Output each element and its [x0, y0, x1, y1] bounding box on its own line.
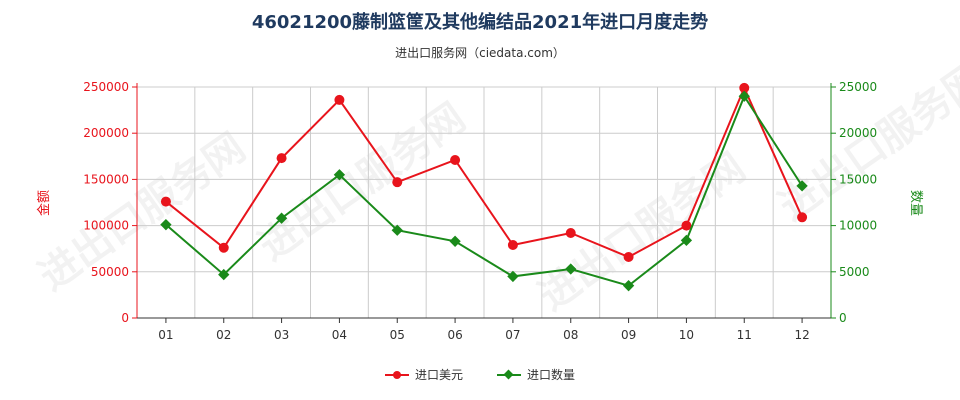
- x-tick-label: 03: [274, 328, 289, 342]
- data-point-quantity: [160, 219, 172, 231]
- data-point-amount: [160, 196, 171, 207]
- data-point-amount: [681, 220, 692, 231]
- y-left-tick-label: 250000: [83, 80, 129, 94]
- y-right-tick-label: 0: [839, 311, 847, 325]
- chart-subtitle: 进出口服务网（ciedata.com）: [395, 46, 565, 60]
- x-tick-label: 07: [505, 328, 520, 342]
- data-point-quantity: [275, 212, 288, 224]
- x-tick-label: 09: [621, 328, 636, 342]
- data-point-amount: [450, 154, 461, 165]
- data-point-quantity: [333, 169, 346, 181]
- x-tick-label: 12: [794, 328, 809, 342]
- chart-title: 46021200藤制篮筐及其他编结品2021年进口月度走势: [251, 12, 709, 33]
- data-point-amount: [334, 94, 345, 105]
- y-right-tick-label: 20000: [839, 126, 877, 140]
- data-point-quantity: [565, 263, 577, 275]
- x-tick-label: 08: [563, 328, 578, 342]
- data-point-quantity: [218, 268, 230, 281]
- x-tick-label: 10: [679, 328, 694, 342]
- legend-item-quantity[interactable]: 进口数量: [497, 366, 575, 383]
- series-line-amount: [165, 85, 803, 259]
- x-tick-label: 04: [332, 328, 347, 342]
- y-left-tick-label: 100000: [83, 219, 129, 233]
- y-right-tick-label: 5000: [839, 265, 870, 279]
- data-point-amount: [623, 252, 634, 263]
- data-point-amount: [507, 240, 518, 251]
- data-point-amount: [392, 177, 403, 188]
- data-point-amount: [797, 212, 808, 223]
- x-tick-label: 11: [737, 328, 752, 342]
- y-right-tick-label: 10000: [839, 219, 877, 233]
- legend-item-amount[interactable]: 进口美元: [384, 366, 463, 383]
- x-tick-label: 02: [216, 328, 231, 342]
- x-tick-label: 01: [158, 328, 173, 342]
- data-point-quantity: [391, 224, 403, 236]
- series-line-quantity: [165, 94, 803, 287]
- data-point-quantity: [449, 235, 461, 247]
- data-point-amount: [565, 227, 576, 238]
- data-point-quantity: [507, 270, 519, 283]
- y-left-tick-label: 150000: [83, 172, 129, 186]
- legend: 进口美元 进口数量: [0, 366, 960, 383]
- x-tick-label: 06: [447, 328, 462, 342]
- data-point-quantity: [738, 90, 750, 102]
- y-left-tick-label: 0: [121, 311, 129, 325]
- y-axis-left-label: 金额: [36, 190, 52, 216]
- legend-swatch-quantity: [497, 369, 521, 381]
- legend-label-amount: 进口美元: [414, 368, 463, 382]
- data-point-quantity: [680, 234, 693, 247]
- legend-swatch-amount: [384, 369, 409, 381]
- y-left-tick-label: 50000: [91, 265, 129, 279]
- data-point-amount: [739, 82, 750, 93]
- y-right-tick-label: 25000: [839, 80, 877, 94]
- data-point-quantity: [796, 180, 808, 192]
- legend-label-quantity: 进口数量: [527, 368, 576, 382]
- data-point-amount: [218, 242, 229, 253]
- data-point-quantity: [622, 280, 635, 292]
- y-axis-right-label: 数量: [908, 190, 923, 216]
- x-tick-label: 05: [390, 328, 405, 342]
- y-left-tick-label: 200000: [83, 126, 129, 140]
- data-point-amount: [276, 153, 287, 164]
- y-right-tick-label: 15000: [839, 172, 877, 186]
